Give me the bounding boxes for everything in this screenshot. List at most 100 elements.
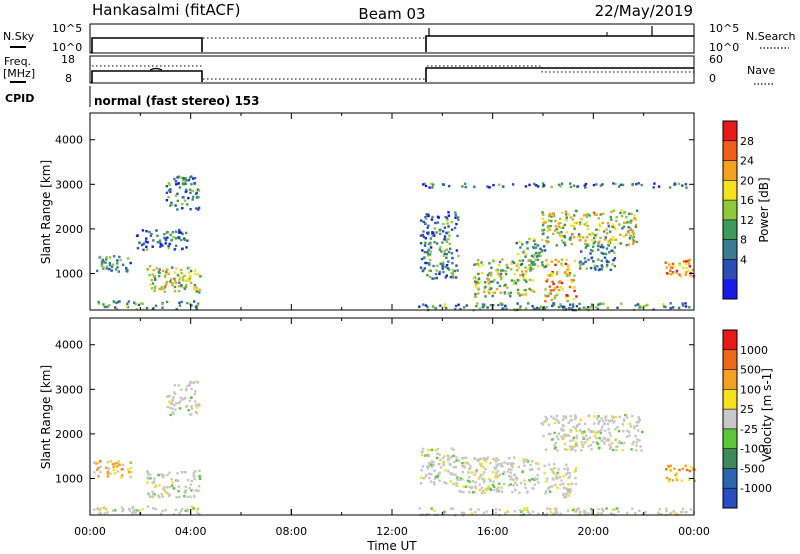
nsky-trace [91,26,694,53]
velocity-y-axis: 4000 3000 2000 1000 [55,318,694,515]
colorbar-segment [723,389,737,410]
colorbar-tick-label: 16 [740,194,754,207]
colorbar-segment [723,488,737,509]
velocity-echo-region-7 [543,463,578,499]
velocity-echo-region-5 [455,456,540,495]
colorbar-segment [723,330,737,351]
x-tick-label: 16:00 [477,525,509,538]
power-colorbar-label: Power [dB] [757,177,771,242]
colorbar-tick-label: -500 [740,462,765,475]
colorbar-segment [723,448,737,469]
nsky-tick-bottom: 10^0 [52,41,82,54]
power-y-axis: 4000 3000 2000 1000 [55,113,694,310]
colorbar-segment [723,239,737,260]
velocity-echo-region-8 [665,464,697,483]
freq-panel-frame [89,55,695,84]
power-echo-region-1 [96,255,132,273]
y-tick-label: 2000 [55,428,83,441]
velocity-colorbar-label: Velocity [m s-1] [760,368,774,462]
velocity-echo-region-1 [92,459,133,479]
colorbar-segment [723,428,737,450]
x-tick-label: 00:00 [678,525,710,538]
colorbar-segment [723,140,737,162]
power-echo-region-6 [472,258,536,298]
colorbar-segment [723,219,737,241]
colorbar-tick-label: 24 [740,155,754,168]
colorbar-segment [723,259,737,280]
colorbar-tick-label: -1000 [740,482,772,495]
x-tick-label: 00:00 [74,525,106,538]
power-echo-region-0 [97,300,200,311]
power-echo-region-8 [544,258,578,303]
velocity-echo-region-2 [146,469,202,499]
colorbar-tick-label: -100 [740,443,765,456]
power-echo-region-13 [422,182,688,189]
power-echo-region-11 [664,258,695,278]
power-echo-region-4 [165,175,201,211]
colorbar-segment [723,200,737,221]
date-title: 22/May/2019 [595,2,693,20]
freq-trace [91,65,694,83]
velocity-echo-region-4 [419,447,459,486]
freq-tick-top: 18 [61,53,75,66]
time-x-axis: 00:00 04:00 08:00 12:00 16:00 20:00 00:00 [74,509,710,538]
time-x-label: Time UT [366,539,417,553]
y-tick-label: 3000 [55,383,83,396]
cpid-label: CPID [5,92,34,105]
power-y-label: Slant Range [km] [39,160,53,264]
velocity-heatmap-data [92,380,697,517]
beam-title: Beam 03 [358,5,425,23]
colorbar-segment [723,279,737,300]
nave-tick-top: 60 [709,53,723,66]
colorbar-tick-label: 8 [740,234,747,247]
freq-tick-bottom: 8 [65,72,72,85]
x-tick-label: 12:00 [376,525,408,538]
x-tick-label: 04:00 [175,525,207,538]
y-tick-label: 1000 [55,267,83,280]
x-tick-label: 08:00 [275,525,307,538]
power-echo-region-10 [578,244,617,272]
freq-label: Freq. [4,55,31,68]
velocity-panel-frame [89,317,695,516]
power-echo-region-12 [418,302,691,312]
colorbar-segment [723,409,737,430]
colorbar-segment [723,349,737,371]
nsky-label: N.Sky [3,30,35,43]
colorbar-tick-label: 500 [740,364,761,377]
nsky-panel-frame [89,23,695,54]
colorbar-segment [723,160,737,181]
cpid-text: normal (fast stereo) 153 [94,94,260,108]
nsearch-tick-top: 10^5 [709,22,739,35]
nsearch-label: N.Search [746,30,796,43]
y-tick-label: 4000 [55,339,83,352]
colorbar-tick-label: 25 [740,403,754,416]
colorbar-tick-label: 100 [740,383,761,396]
colorbar-tick-label: 4 [740,253,747,266]
power-echo-region-2 [135,228,189,251]
y-tick-label: 1000 [55,472,83,485]
nsearch-tick-bottom: 10^0 [709,41,739,54]
nsky-tick-top: 10^5 [52,22,82,35]
power-heatmap-data [96,175,695,312]
colorbar-tick-label: 28 [740,135,754,148]
power-echo-region-5 [419,211,460,280]
colorbar-segment [723,121,737,142]
colorbar-tick-label: 1000 [740,344,768,357]
y-tick-label: 4000 [55,134,83,147]
colorbar-segment [723,468,737,489]
x-tick-label: 20:00 [577,525,609,538]
colorbar-segment [723,180,737,201]
velocity-echo-region-6 [540,413,644,452]
y-tick-label: 2000 [55,223,83,236]
velocity-echo-region-3 [165,380,201,417]
power-colorbar: 28 24 20 16 12 8 4 [722,120,754,300]
colorbar-tick-label: -25 [740,423,758,436]
velocity-colorbar: 1000 500 100 25 -25 -100 -500 -1000 [722,329,772,509]
velocity-echo-region-0 [93,505,201,516]
colorbar-tick-label: 20 [740,174,754,187]
colorbar-segment [723,369,737,390]
power-echo-region-9 [541,209,639,247]
velocity-y-label: Slant Range [km] [39,365,53,469]
station-title: Hankasalmi (fitACF) [92,1,240,19]
